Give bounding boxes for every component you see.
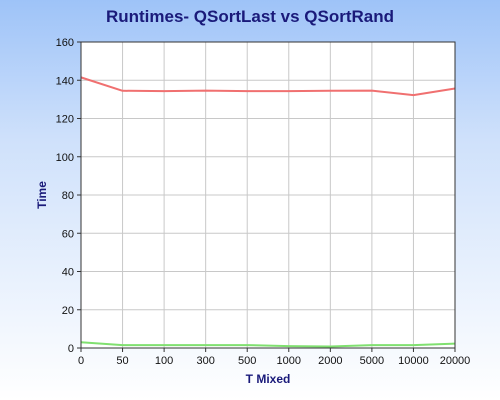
- x-tick-label: 500: [238, 355, 256, 367]
- x-axis-title: T Mixed: [246, 372, 291, 386]
- x-tick-label: 300: [196, 355, 214, 367]
- tick-labels: 0 50 100 300 500 1000 2000 5000 10000 20000 0 20 40 6…: [56, 37, 471, 367]
- y-tick-label: 80: [62, 190, 74, 202]
- x-tick-label: 100: [155, 355, 173, 367]
- series-line-1: [80, 76, 456, 97]
- y-tick-label: 100: [56, 152, 74, 164]
- y-tick-label: 120: [56, 114, 74, 126]
- series-line-2: [80, 341, 456, 348]
- x-tick-label: 20000: [440, 355, 471, 367]
- y-tick-label: 0: [68, 343, 74, 355]
- y-tick-label: 160: [56, 37, 74, 49]
- x-tick-label: 50: [116, 355, 128, 367]
- y-tick-label: 40: [62, 267, 74, 279]
- y-tick-label: 20: [62, 305, 74, 317]
- y-tick-label: 140: [56, 75, 74, 87]
- x-tick-label: 2000: [318, 355, 342, 367]
- x-tick-label: 1000: [277, 355, 301, 367]
- series-lines: [80, 76, 456, 348]
- x-tick-label: 0: [78, 355, 84, 367]
- y-axis-title: Time: [35, 181, 49, 209]
- x-tick-label: 5000: [360, 355, 384, 367]
- y-tick-label: 60: [62, 228, 74, 240]
- chart-title: Runtimes- QSortLast vs QSortRand: [106, 7, 394, 26]
- x-tick-label: 10000: [398, 355, 429, 367]
